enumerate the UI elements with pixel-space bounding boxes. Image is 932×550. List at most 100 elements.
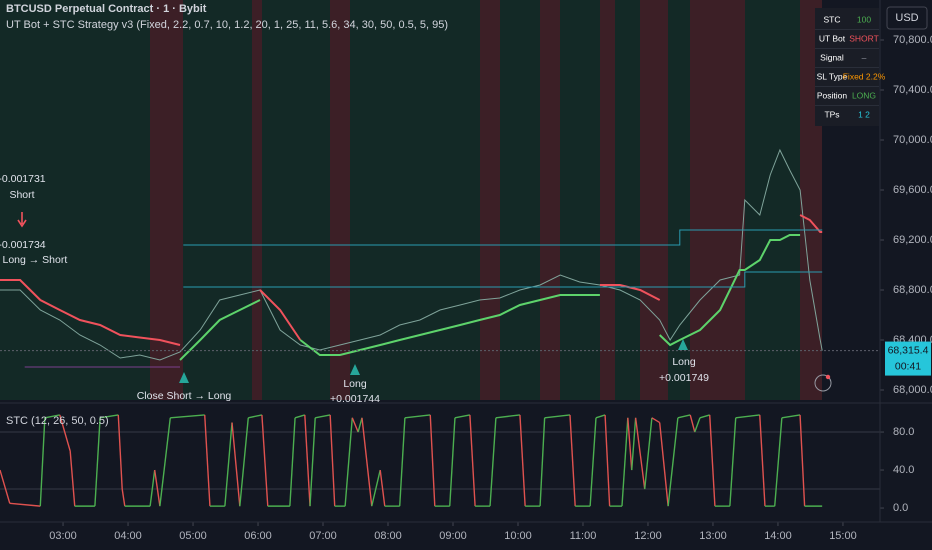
stc-segment xyxy=(304,414,311,507)
bearish-zone xyxy=(640,0,668,400)
stc-segment xyxy=(94,417,101,507)
stc-segment xyxy=(59,414,71,452)
y-tick-label: 68,800.0 xyxy=(893,284,932,296)
stc-segment xyxy=(774,417,783,507)
stc-segment xyxy=(231,422,241,507)
stc-segment xyxy=(239,417,249,507)
bearish-zone xyxy=(150,0,183,400)
x-tick-label: 09:00 xyxy=(439,530,467,542)
last-price-tag xyxy=(885,341,931,376)
x-tick-label: 13:00 xyxy=(699,530,727,542)
strategy-legend: UT Bot + STC Strategy v3 (Fixed, 2.2, 0.… xyxy=(6,19,448,31)
trade-annotation: +0.001744 xyxy=(330,393,380,405)
stc-segment xyxy=(489,417,497,507)
stc-segment xyxy=(248,414,263,419)
trailing-stop xyxy=(0,214,823,346)
stc-segment xyxy=(454,414,471,419)
x-tick-label: 03:00 xyxy=(49,530,77,542)
stc-segment xyxy=(99,414,119,419)
x-tick-label: 11:00 xyxy=(570,530,597,542)
stc-segment xyxy=(735,414,760,419)
table-value: LONG xyxy=(852,90,876,100)
stc-legend: STC (12, 26, 50, 0.5) xyxy=(6,415,109,427)
short-arrow xyxy=(17,212,27,228)
stc-segment xyxy=(689,414,696,433)
table-label: SL Type xyxy=(817,71,848,81)
stc-segment xyxy=(357,417,363,433)
stc-segment xyxy=(539,417,546,507)
stc-segment xyxy=(153,469,161,507)
stc-segment xyxy=(595,414,606,419)
stc-segment xyxy=(469,414,476,507)
price-line xyxy=(0,148,823,361)
trailing-stop xyxy=(179,234,801,361)
table-value: Fixed 2.2% xyxy=(843,71,886,81)
stc-segment xyxy=(621,417,629,507)
stc-segment xyxy=(224,422,233,507)
stc-segment xyxy=(69,450,76,507)
stc-segment xyxy=(651,417,661,424)
table-value: 100 xyxy=(857,14,871,24)
stc-segment xyxy=(361,417,373,507)
level-line xyxy=(183,229,823,246)
long-marker xyxy=(678,339,688,350)
stc-segment xyxy=(495,414,521,419)
table-label: TPs xyxy=(824,109,839,119)
stc-segment xyxy=(709,414,716,507)
x-tick-label: 06:00 xyxy=(244,530,272,542)
table-value: SHORT xyxy=(849,33,879,43)
y-tick-label: 80.0 xyxy=(893,426,914,438)
table-label: Signal xyxy=(820,52,844,62)
long-marker xyxy=(179,372,189,383)
stc-segment xyxy=(121,488,126,507)
stc-segment xyxy=(117,414,123,490)
stc-segment xyxy=(799,414,806,507)
y-tick-label: 68,000.0 xyxy=(893,384,932,396)
stc-segment xyxy=(329,414,336,507)
x-tick-label: 15:00 xyxy=(829,530,857,542)
currency-button[interactable] xyxy=(886,6,928,30)
stc-segment xyxy=(449,417,456,507)
stc-segment xyxy=(569,414,576,507)
bearish-zone xyxy=(540,0,560,400)
stc-segment xyxy=(261,414,269,507)
table-value: – xyxy=(862,52,867,62)
stc-segment xyxy=(204,414,211,507)
y-tick-label: 69,600.0 xyxy=(893,184,932,196)
stc-segment xyxy=(399,417,406,507)
stc-segment xyxy=(315,414,331,419)
last-price-label: 68,315.4 xyxy=(888,344,929,356)
long-marker xyxy=(350,364,360,375)
y-tick-label: 70,000.0 xyxy=(893,134,932,146)
stc-segment xyxy=(667,417,679,507)
y-tick-label: 69,200.0 xyxy=(893,234,932,246)
stc-segment xyxy=(351,417,359,433)
x-tick-label: 05:00 xyxy=(179,530,207,542)
bearish-zone xyxy=(690,0,745,400)
symbol-title: BTCUSD Perpetual Contract · 1 · Bybit xyxy=(6,3,207,15)
stc-segment xyxy=(589,417,597,507)
trade-annotation: -0.001734 xyxy=(0,239,46,251)
bearish-zone xyxy=(252,0,262,400)
currency-label[interactable]: USD xyxy=(895,12,918,24)
y-tick-label: 40.0 xyxy=(893,464,914,476)
trade-annotation: +0.001749 xyxy=(659,372,709,384)
bearish-zone xyxy=(600,0,615,400)
trade-annotation: Close Short → Long xyxy=(137,390,232,402)
replay-icon[interactable] xyxy=(814,374,832,392)
y-tick-label: 70,400.0 xyxy=(893,84,932,96)
stc-segment xyxy=(404,414,431,419)
x-tick-label: 14:00 xyxy=(764,530,792,542)
signal-background xyxy=(0,0,822,400)
stc-segment xyxy=(344,417,353,507)
stc-segment xyxy=(44,414,60,419)
trade-annotation: Close Long → Short xyxy=(0,254,67,266)
bullish-zone xyxy=(0,0,822,400)
table-label: STC xyxy=(824,14,841,24)
stc-segment xyxy=(627,417,633,471)
stc-segment xyxy=(379,469,386,507)
bearish-zone xyxy=(480,0,500,400)
